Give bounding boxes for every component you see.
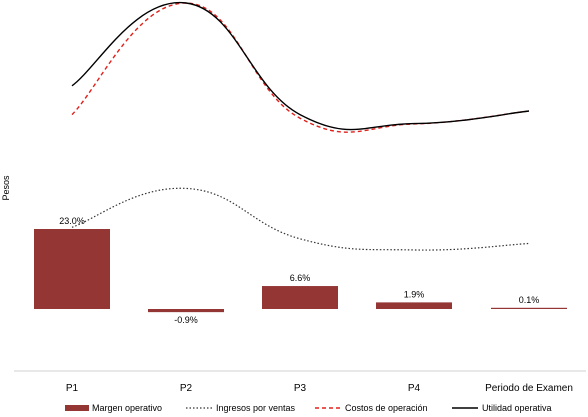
bar-periodo-de-examen <box>491 307 567 309</box>
bar-label: 23.0% <box>59 216 85 226</box>
legend-label: Margen operativo <box>92 403 162 413</box>
bar-label: 6.6% <box>290 273 311 283</box>
bar-p1 <box>34 229 110 309</box>
line-utilidad-operativa <box>71 2 530 131</box>
x-tick-label: P4 <box>408 383 421 394</box>
legend-label: Ingresos por ventas <box>216 403 296 413</box>
legend-label: Costos de operación <box>345 403 428 413</box>
bar-p3 <box>262 286 338 309</box>
x-ticks-group: P1 P2 P3 P4 Periodo de Examen <box>66 383 573 394</box>
x-tick-label: P1 <box>66 383 79 394</box>
legend-label: Utilidad operativa <box>482 403 552 413</box>
bar-p4 <box>376 302 452 309</box>
y-axis-label: Pesos <box>1 175 11 201</box>
bar-p2 <box>148 309 224 313</box>
bar-label: 0.1% <box>519 295 540 305</box>
line-ingresos-por-ventas <box>71 187 530 251</box>
x-tick-label: P3 <box>294 383 307 394</box>
lines-group <box>71 2 530 251</box>
bar-label: -0.9% <box>174 315 198 325</box>
line-costos-de-operación <box>71 2 530 133</box>
legend: Margen operativo Ingresos por ventas Costo… <box>65 403 552 413</box>
bars-group: 23.0% -0.9% 6.6% 1.9% 0.1% <box>34 216 567 325</box>
legend-swatch-bar <box>65 405 89 411</box>
bar-label: 1.9% <box>404 289 425 299</box>
x-tick-label: P2 <box>180 383 193 394</box>
x-tick-label: Periodo de Examen <box>485 383 573 394</box>
